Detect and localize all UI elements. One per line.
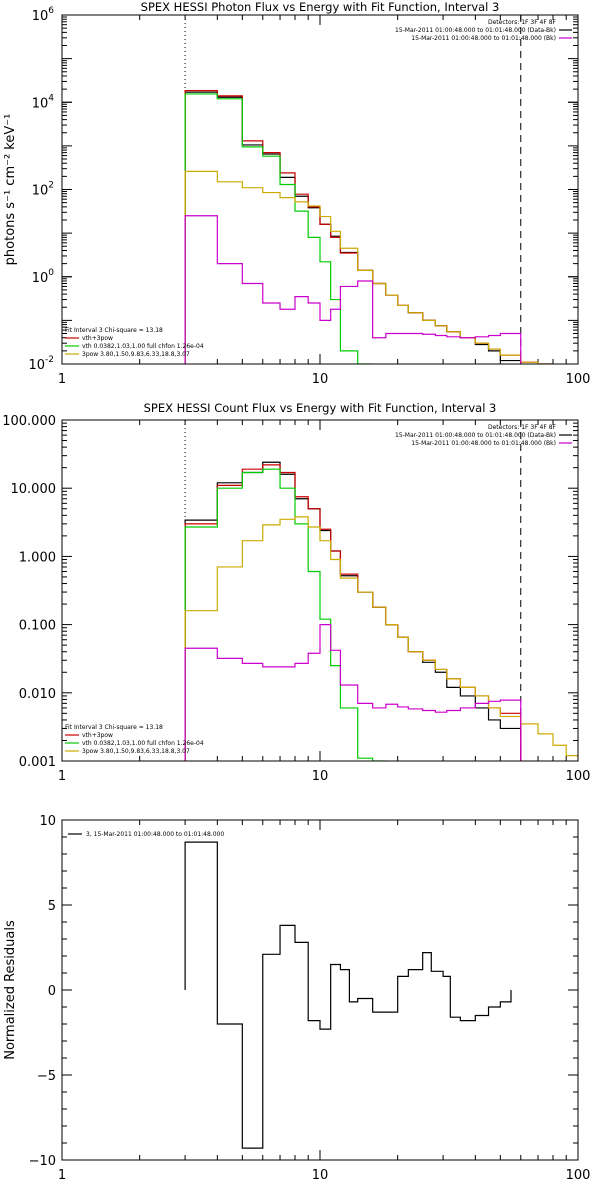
plot-frame <box>61 14 579 365</box>
x-tick-label: 1 <box>58 769 66 784</box>
y-tick-label: 100 <box>32 268 55 286</box>
y-tick-label: −10 <box>29 1154 56 1169</box>
y-tick-label: 0.100 <box>19 619 56 634</box>
y-tick-label: 0 <box>48 984 56 999</box>
panel-2: SPEX HESSI Count Flux vs Energy with Fit… <box>2 401 590 784</box>
legend-text: Fit Interval 3 Chi-square = 13.18 <box>65 724 163 731</box>
x-tick-label: 1 <box>58 1168 66 1183</box>
legend-text: Detectors: 1F 3F 4F 8F <box>488 424 557 431</box>
series-data-bk <box>184 461 522 761</box>
x-tick-label: 1 <box>58 372 66 387</box>
y-axis-label: photons s⁻¹ cm⁻² keV⁻¹ <box>3 114 18 266</box>
legend-text: vth 0.0382,1.03,1.00 full chfon 1.26e-04 <box>82 740 204 747</box>
x-tick-label: 10 <box>312 769 329 784</box>
series-vth-3pow <box>184 89 553 364</box>
y-tick-label: 100.000 <box>2 414 56 429</box>
chart-title: SPEX HESSI Count Flux vs Energy with Fit… <box>144 401 497 415</box>
y-tick-label: 5 <box>48 899 56 914</box>
plot-frame <box>61 819 579 1161</box>
legend-text: 15-Mar-2011 01:00:48.000 to 01:01:48.000… <box>395 27 556 34</box>
series-3pow <box>184 516 578 761</box>
panel-3: 1 10 100 −10 −5 0 5 10 Normalized Residuals 3, 15… <box>3 814 590 1183</box>
series-vth-3pow <box>184 464 522 761</box>
y-tick-label: 10.000 <box>11 482 57 497</box>
legend-text: vth+3pow <box>82 335 113 342</box>
x-tick-label: 100 <box>566 1168 591 1183</box>
y-tick-label: 106 <box>32 6 55 24</box>
chart-title: SPEX HESSI Photon Flux vs Energy with Fi… <box>141 0 500 14</box>
y-tick-label: 0.001 <box>19 755 56 770</box>
series-3pow <box>184 170 553 364</box>
y-tick-label: 10-2 <box>28 355 54 373</box>
series-3-15-mar-2011-01-00-48-000-to-01-01-48-000 <box>184 841 512 1149</box>
x-tick-label: 10 <box>312 372 329 387</box>
y-tick-label: 0.010 <box>19 687 56 702</box>
legend-text: 15-Mar-2011 01:00:48.000 to 01:01:48.000… <box>411 35 556 42</box>
legend-text: Fit Interval 3 Chi-square = 13.18 <box>65 327 163 334</box>
legend-text: 3pow 3.80,1.50,9.83,6.33,18.8,3.07 <box>82 351 190 358</box>
x-tick-label: 100 <box>566 372 591 387</box>
x-tick-label: 10 <box>312 1168 329 1183</box>
series-data-bk <box>184 91 522 364</box>
y-tick-label: 10 <box>39 814 56 829</box>
y-tick-label: 104 <box>32 93 55 111</box>
series-bk <box>184 624 522 761</box>
x-tick-label: 100 <box>566 769 591 784</box>
y-tick-label: 1.000 <box>19 550 56 565</box>
legend-text: 3pow 3.80,1.50,9.83,6.33,18.8,3.07 <box>82 748 190 755</box>
legend-text: Detectors: 1F 3F 4F 8F <box>488 19 557 26</box>
y-axis-label: Normalized Residuals <box>3 920 18 1060</box>
series-vth <box>184 468 386 761</box>
y-tick-label: 102 <box>32 181 54 199</box>
legend-text: vth 0.0382,1.03,1.00 full chfon 1.26e-04 <box>82 343 204 350</box>
series-vth <box>184 93 373 364</box>
legend-text: vth+3pow <box>82 732 113 739</box>
legend-text: 3, 15-Mar-2011 01:00:48.000 to 01:01:48.… <box>86 831 224 838</box>
panel-1: SPEX HESSI Photon Flux vs Energy with Fi… <box>3 0 590 387</box>
series-bk <box>184 215 522 364</box>
legend-text: 15-Mar-2011 01:00:48.000 to 01:01:48.000… <box>411 440 556 447</box>
y-tick-label: −5 <box>37 1069 56 1084</box>
legend-text: 15-Mar-2011 01:00:48.000 to 01:01:48.000… <box>395 432 556 439</box>
plot-frame <box>61 419 579 762</box>
